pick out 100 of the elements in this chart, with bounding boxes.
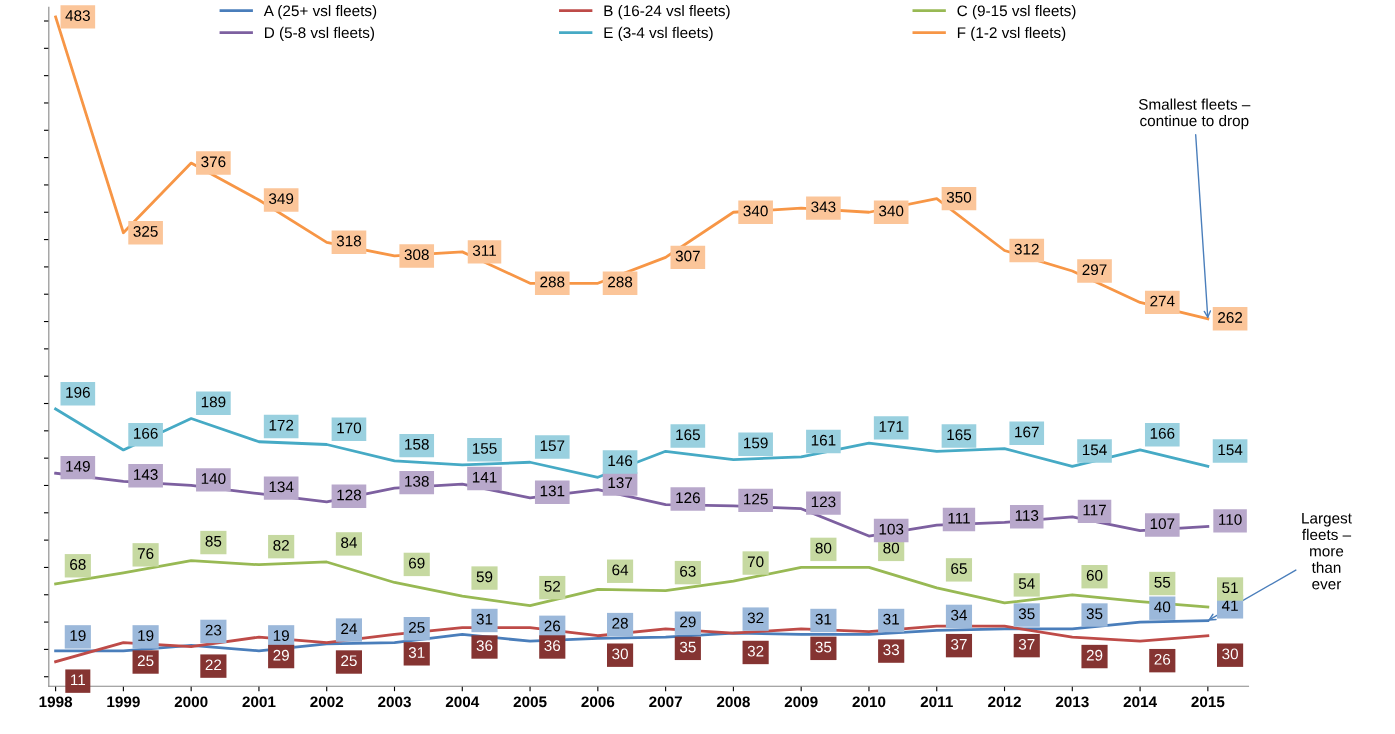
data-label: 19: [70, 630, 86, 641]
data-label: 24: [341, 623, 357, 634]
x-tick-label: 2015: [1191, 696, 1225, 708]
x-tick-label: 2004: [445, 696, 480, 708]
data-label: 311: [472, 245, 496, 256]
data-label: 125: [744, 493, 768, 505]
legend-label: C (9-15 vsl fleets): [957, 4, 1076, 20]
x-tick-label: 2008: [716, 696, 750, 708]
data-label: 22: [205, 659, 222, 671]
data-label: 37: [951, 638, 967, 650]
data-label: 64: [612, 564, 629, 576]
data-label: 23: [205, 624, 222, 636]
data-label: 140: [201, 473, 226, 485]
data-label: 40: [1154, 601, 1171, 613]
data-label: 80: [883, 542, 900, 554]
data-label: 137: [608, 477, 633, 489]
data-label: 155: [472, 443, 497, 454]
data-label: 80: [815, 542, 832, 554]
data-label: 31: [476, 613, 493, 625]
data-label: 131: [540, 485, 565, 497]
annotation: Largest fleets – more than ever: [1302, 512, 1352, 590]
data-label: 350: [946, 191, 972, 203]
data-label: 55: [1154, 576, 1171, 588]
data-label: 325: [133, 226, 158, 237]
data-label: 34: [951, 609, 968, 621]
data-label: 33: [883, 644, 900, 656]
data-label: 307: [675, 250, 700, 262]
data-label: 41: [1221, 600, 1238, 611]
x-tick-label: 2006: [581, 696, 615, 708]
x-tick-label: 2011: [920, 696, 953, 708]
data-label: 25: [409, 621, 425, 633]
data-label: 167: [1015, 426, 1039, 438]
data-label: 32: [747, 612, 764, 624]
data-label: 19: [138, 630, 154, 641]
data-label: 154: [1218, 444, 1243, 456]
data-label: 76: [137, 548, 154, 559]
data-label: 171: [879, 421, 904, 432]
data-label: 69: [409, 557, 425, 569]
data-label: 82: [273, 539, 289, 551]
data-label: 25: [341, 655, 357, 667]
data-label: 51: [1222, 582, 1238, 594]
x-tick-label: 2003: [378, 696, 411, 708]
data-label: 143: [134, 469, 158, 480]
legend-label: F (1-2 vsl fleets): [957, 26, 1066, 42]
data-label: 134: [269, 481, 294, 493]
data-label: 159: [744, 437, 768, 449]
legend-label: D (5-8 vsl fleets): [265, 26, 375, 42]
x-tick-label: 2014: [1123, 696, 1157, 708]
data-label: 35: [679, 641, 696, 653]
data-label: 123: [811, 496, 836, 508]
data-label: 170: [337, 422, 362, 434]
annotation: Smallest fleets – continue to drop: [1138, 98, 1251, 130]
data-label: 30: [1222, 648, 1238, 660]
data-label: 161: [811, 434, 836, 446]
data-label: 138: [405, 475, 429, 487]
data-label: 70: [747, 556, 764, 568]
data-label: 376: [201, 156, 226, 168]
data-label: 36: [544, 640, 561, 652]
x-tick-label: 2009: [784, 696, 818, 708]
data-label: 308: [404, 249, 429, 261]
x-tick-label: 2000: [174, 696, 208, 708]
data-label: 189: [201, 396, 226, 408]
data-label: 107: [1150, 518, 1175, 530]
data-label: 26: [1154, 653, 1171, 665]
data-label: 11: [71, 674, 86, 686]
data-label: 312: [1014, 243, 1039, 255]
data-label: 26: [544, 620, 561, 632]
data-label: 297: [1082, 264, 1107, 276]
data-label: 19: [273, 630, 289, 641]
data-label: 103: [879, 523, 904, 535]
data-label: 165: [947, 429, 972, 441]
data-label: 29: [1086, 649, 1103, 661]
data-label: 35: [815, 641, 832, 653]
data-label: 158: [405, 438, 429, 450]
data-label: 146: [608, 455, 633, 467]
legend-label: B (16-24 vsl fleets): [604, 4, 730, 20]
data-label: 340: [879, 205, 904, 217]
data-label: 63: [680, 565, 696, 577]
data-label: 196: [66, 386, 90, 398]
data-label: 32: [747, 645, 764, 657]
data-label: 60: [1086, 569, 1103, 581]
data-label: 141: [472, 471, 497, 483]
data-label: 30: [612, 648, 628, 660]
data-label: 172: [269, 419, 294, 431]
data-label: 36: [476, 640, 493, 652]
data-label: 84: [341, 537, 357, 549]
data-label: 113: [1015, 510, 1039, 521]
data-label: 28: [612, 617, 628, 629]
data-label: 318: [336, 235, 362, 247]
data-label: 117: [1083, 504, 1106, 516]
data-label: 31: [815, 613, 832, 625]
x-tick-label: 2001: [242, 696, 276, 708]
data-label: 68: [70, 559, 86, 570]
x-tick-label: 2013: [1055, 696, 1089, 708]
data-label: 35: [1086, 608, 1103, 620]
data-label: 349: [269, 193, 294, 205]
x-tick-label: 2005: [513, 696, 547, 708]
x-tick-label: 2012: [988, 696, 1021, 708]
data-label: 166: [1150, 427, 1175, 439]
data-label: 483: [65, 10, 90, 21]
